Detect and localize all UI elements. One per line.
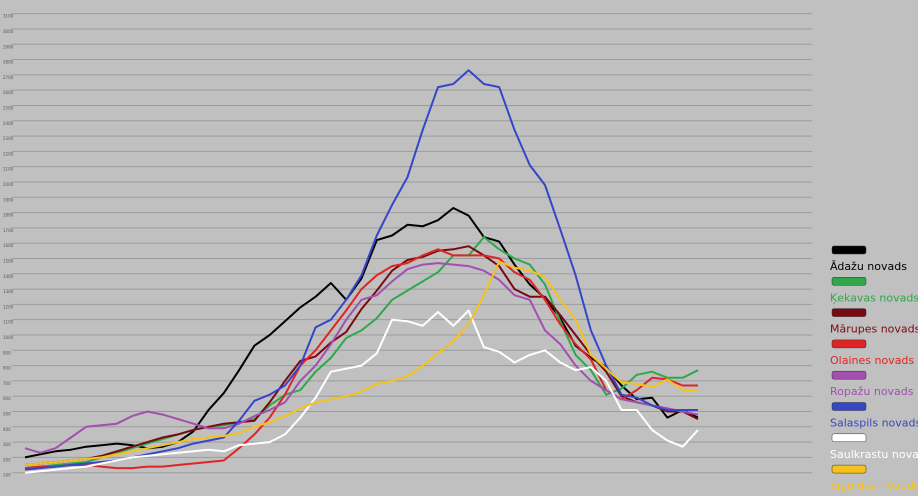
y-tick-label: 1000 (3, 335, 14, 340)
legend-swatch (831, 433, 867, 443)
y-tick-label: 2200 (3, 151, 14, 156)
y-tick-label: 2500 (3, 105, 14, 110)
y-tick-label: 2000 (3, 182, 14, 187)
series-line (24, 262, 699, 454)
y-tick-label: 300 (3, 442, 11, 447)
legend-label: Siguldas novads (830, 479, 918, 492)
y-tick-label: 900 (3, 350, 11, 355)
y-tick-label: 1900 (3, 197, 14, 202)
legend-label: Salaspils novads (830, 417, 918, 430)
y-tick-label: 1200 (3, 304, 14, 309)
legend-label: Ropažu novads (830, 385, 914, 398)
legend-swatch (831, 339, 867, 349)
y-tick-label: 800 (3, 366, 11, 371)
y-tick-label: 2900 (3, 44, 14, 49)
y-tick-label: 3100 (3, 14, 14, 19)
y-tick-label: 1400 (3, 274, 14, 279)
legend-swatch (831, 277, 867, 286)
y-tick-label: 2600 (3, 90, 14, 95)
legend-swatch (831, 308, 867, 317)
legend-label: Ķekavas novads (830, 291, 918, 304)
y-tick-label: 2800 (3, 60, 14, 65)
series-line (24, 260, 698, 466)
y-tick-label: 1500 (3, 258, 14, 263)
y-tick-label: 600 (3, 396, 11, 401)
legend-label: Saulkrastu novads (830, 448, 918, 461)
y-tick-label: 2300 (3, 136, 14, 141)
legend-label: Mārupes novads (830, 323, 918, 336)
legend-swatch (831, 370, 867, 380)
legend-swatch (831, 402, 867, 411)
y-tick-label: 100 (3, 473, 11, 478)
legend-swatch (831, 464, 867, 474)
legend-label: Ādažu novads (830, 260, 907, 273)
y-tick-label: 1800 (3, 213, 14, 218)
y-tick-label: 2400 (3, 121, 14, 126)
series-line (24, 248, 698, 470)
y-tick-label: 700 (3, 381, 11, 386)
y-tick-label: 1300 (3, 289, 14, 294)
series-line (24, 245, 699, 466)
y-tick-label: 3000 (3, 29, 14, 34)
legend-label: Olaines novads (830, 354, 914, 367)
legend-swatch (831, 245, 867, 255)
y-tick-label: 500 (3, 411, 11, 416)
y-tick-label: 1600 (3, 243, 14, 248)
series-line (24, 309, 699, 474)
y-tick-label: 1100 (3, 320, 14, 325)
y-tick-label: 400 (3, 427, 11, 432)
y-tick-label: 2100 (3, 167, 14, 172)
series-line (24, 236, 699, 470)
y-tick-label: 2700 (3, 75, 14, 80)
y-tick-label: 200 (3, 457, 11, 462)
y-tick-label: 1700 (3, 228, 14, 233)
